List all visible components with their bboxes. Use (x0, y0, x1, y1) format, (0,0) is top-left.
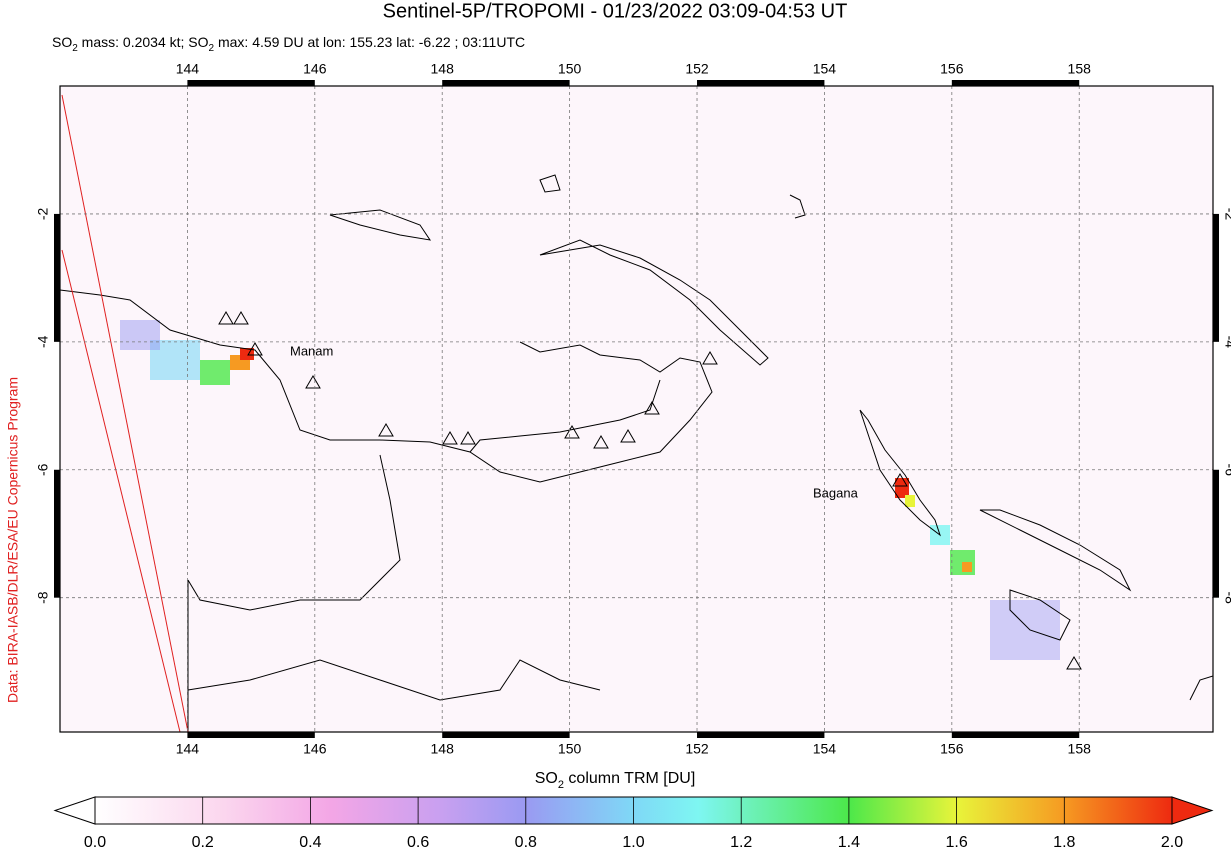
colorbar-under (53, 796, 96, 825)
x-tick-label: 152 (685, 61, 709, 77)
subtitle-part: mass: 0.2034 kt; SO (78, 34, 209, 50)
map-background (60, 86, 1213, 732)
x-tick-label: 156 (940, 61, 964, 77)
volcano-label: Manam (290, 343, 333, 358)
colorbar-label-part: SO (535, 770, 558, 787)
border-bar (54, 213, 60, 342)
border-bar (697, 732, 825, 738)
border-bar (54, 469, 60, 598)
subtitle-part: max: 4.59 DU at lon: 155.23 lat: -6.22 ;… (214, 34, 525, 50)
border-bar (697, 80, 825, 86)
colorbar-tick-label: 1.4 (838, 834, 860, 851)
colorbar-tick-label: 0.8 (515, 834, 537, 851)
border-bar (187, 80, 315, 86)
x-tick-label: 146 (303, 61, 327, 77)
volcano-markers (218, 311, 1082, 670)
subtitle: SO2 mass: 0.2034 kt; SO2 max: 4.59 DU at… (52, 34, 525, 54)
y-tick-label: -2 (1222, 208, 1231, 221)
y-tick-label: -4 (35, 335, 51, 348)
subtitle-sub: 2 (72, 43, 78, 54)
border-bar (951, 80, 1080, 86)
colorbar-label: SO2 column TRM [DU] (535, 770, 696, 791)
colorbar-tick-label: 0.6 (407, 834, 429, 851)
colorbar-label-sub: 2 (558, 779, 564, 791)
colorbar-tick-label: 1.8 (1053, 834, 1075, 851)
map-area (60, 86, 1213, 732)
border-bar (442, 732, 570, 738)
swath-edges (61, 94, 189, 732)
x-tick-label: 146 (303, 741, 327, 757)
border-bar (187, 732, 315, 738)
y-tick-label: -4 (1222, 336, 1231, 349)
colorbar-over (1171, 796, 1214, 825)
x-tick-label: 148 (431, 61, 455, 77)
x-tick-label: 154 (813, 61, 837, 77)
colorbar-tick-label: 1.2 (730, 834, 752, 851)
x-tick-label: 154 (813, 741, 837, 757)
colorbar-tick-label: 1.6 (945, 834, 967, 851)
colorbar-label-part: column TRM [DU] (564, 770, 695, 787)
map-frame (59, 85, 1214, 733)
y-tick-label: -8 (35, 591, 51, 604)
x-tick-label: 158 (1068, 741, 1092, 757)
y-tick-label: -6 (35, 463, 51, 476)
y-tick-label: -6 (1222, 464, 1231, 477)
colorbar-tick-label: 2.0 (1161, 834, 1183, 851)
x-tick-label: 152 (685, 741, 709, 757)
x-tick-label: 158 (1068, 61, 1092, 77)
subtitle-part: SO (52, 34, 72, 50)
border-bar (951, 732, 1080, 738)
colorbar-tick-label: 1.0 (622, 834, 644, 851)
so2-pixels (120, 320, 1060, 660)
x-tick-label: 150 (558, 741, 582, 757)
colorbar-tick-label: 0.4 (299, 834, 321, 851)
x-tick-label: 144 (176, 741, 200, 757)
subtitle-sub: 2 (209, 43, 215, 54)
x-tick-label: 148 (431, 741, 455, 757)
credit: Data: BIRA-IASB/DLR/ESA/EU Copernicus Pr… (5, 377, 21, 703)
border-bar (1213, 469, 1219, 598)
coastlines (60, 174, 1213, 732)
x-tick-label: 144 (176, 61, 200, 77)
x-tick-label: 156 (940, 741, 964, 757)
x-tick-label: 150 (558, 61, 582, 77)
border-bar (1213, 213, 1219, 342)
y-tick-label: -8 (1222, 591, 1231, 604)
colorbar-tick-label: 0.2 (192, 834, 214, 851)
colorbar-tick-label: 0.0 (84, 834, 106, 851)
volcano-label: Bagana (813, 485, 859, 500)
y-tick-label: -2 (35, 207, 51, 220)
title: Sentinel-5P/TROPOMI - 01/23/2022 03:09-0… (383, 0, 848, 22)
border-bar (442, 80, 570, 86)
